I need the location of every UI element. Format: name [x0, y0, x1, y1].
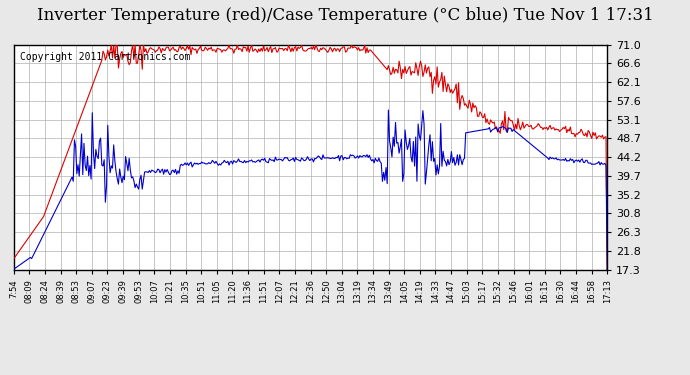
Text: Copyright 2011 Cartronics.com: Copyright 2011 Cartronics.com [20, 52, 190, 62]
Text: Inverter Temperature (red)/Case Temperature (°C blue) Tue Nov 1 17:31: Inverter Temperature (red)/Case Temperat… [37, 8, 653, 24]
